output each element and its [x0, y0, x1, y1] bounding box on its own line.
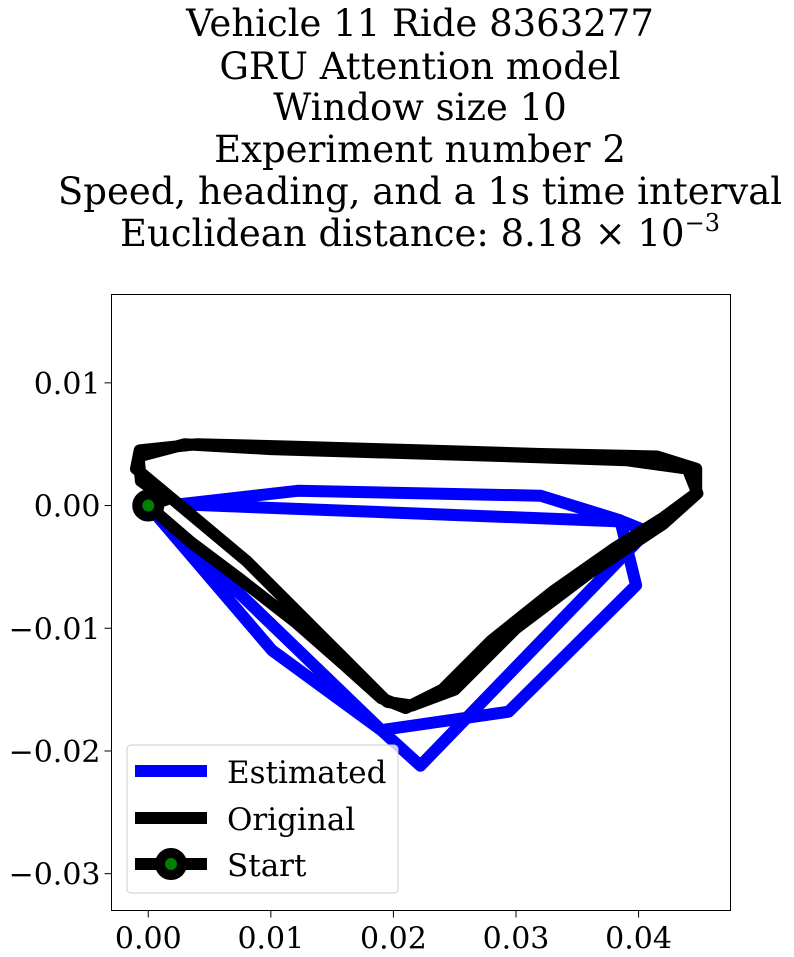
y-tick-label: −0.01	[9, 612, 101, 647]
x-tick-label: 0.01	[237, 922, 304, 957]
y-tick-label: 0.00	[34, 490, 101, 525]
series-line-original	[130, 438, 704, 714]
legend-label-estimated: Estimated	[227, 755, 386, 791]
chart-title: Vehicle 11 Ride 8363277 GRU Attention mo…	[58, 2, 782, 255]
x-tick-label: 0.00	[115, 922, 182, 957]
x-tick-label: 0.02	[360, 922, 427, 957]
axes: 0.00 0.01 0.02 0.03 0.04 0.01 0.00 −0.01 −0.02 −0…	[9, 367, 672, 957]
title-line: Window size 10	[273, 86, 567, 129]
y-tick-label: −0.03	[9, 858, 101, 893]
legend-label-original: Original	[227, 802, 355, 838]
title-line: Vehicle 11 Ride 8363277	[185, 2, 654, 45]
title-line: GRU Attention model	[219, 45, 620, 88]
y-tick-label: 0.01	[34, 367, 101, 402]
series-line-estimated	[142, 484, 654, 772]
legend-marker-start	[155, 848, 187, 880]
x-tick-label: 0.04	[605, 922, 672, 957]
title-line-distance: Euclidean distance: 8.18 × 10−3	[120, 209, 720, 255]
legend: Estimated Original Start	[126, 744, 399, 894]
legend-box	[126, 744, 399, 894]
y-tick-label: −0.02	[9, 735, 101, 770]
title-line: Experiment number 2	[214, 128, 626, 171]
legend-label-start: Start	[227, 848, 307, 884]
series-layer	[130, 438, 704, 772]
x-tick-label: 0.03	[483, 922, 550, 957]
start-marker	[132, 489, 165, 522]
title-line: Speed, heading, and a 1s time interval	[58, 170, 782, 213]
